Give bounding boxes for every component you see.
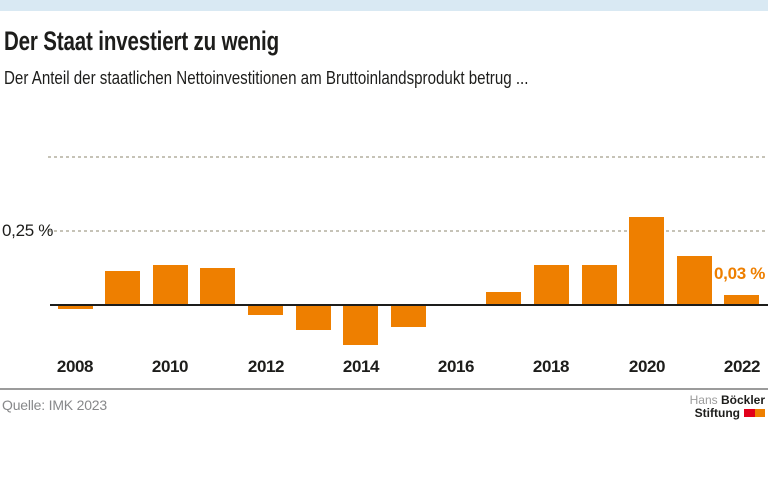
logo-flag-orange xyxy=(754,409,765,417)
bar-2019 xyxy=(582,265,617,304)
x-tick-2022: 2022 xyxy=(723,357,761,376)
bar-2008 xyxy=(58,306,93,309)
x-tick-2020: 2020 xyxy=(628,357,666,376)
logo-flag-icon xyxy=(744,409,765,417)
x-tick-2018: 2018 xyxy=(532,357,570,376)
value-annotation: 0,03 % xyxy=(714,264,766,283)
logo-stiftung: Stiftung xyxy=(694,406,740,420)
x-tick-2010: 2010 xyxy=(151,357,189,376)
logo-flag-red xyxy=(744,409,755,417)
page-subtitle: Der Anteil der staatlichen Nettoinvestit… xyxy=(4,68,529,88)
logo-hans: Hans xyxy=(689,393,718,407)
x-tick-2014: 2014 xyxy=(342,357,380,376)
x-tick-2012: 2012 xyxy=(247,357,285,376)
bar-2022 xyxy=(724,295,759,304)
bar-2014 xyxy=(343,306,378,345)
gridline-0.25 xyxy=(48,230,768,232)
page-title: Der Staat investiert zu wenig xyxy=(4,26,279,56)
logo-line-2: Stiftung xyxy=(690,407,765,420)
bar-2020 xyxy=(629,217,664,304)
zero-axis-line xyxy=(50,304,768,306)
bar-2018 xyxy=(534,265,569,304)
bar-2012 xyxy=(248,306,283,315)
top-accent-bar xyxy=(0,0,768,11)
bar-2010 xyxy=(153,265,188,304)
source-note: Quelle: IMK 2023 xyxy=(2,397,107,413)
bar-2015 xyxy=(391,306,426,327)
bar-2011 xyxy=(200,268,235,304)
gridline-0.5 xyxy=(48,156,768,158)
y-axis-tick-label: 0,25 % xyxy=(2,221,54,240)
hans-boeckler-stiftung-logo: Hans Böckler Stiftung xyxy=(690,394,765,420)
bar-2013 xyxy=(296,306,331,330)
bar-2021 xyxy=(677,256,712,304)
x-tick-2016: 2016 xyxy=(437,357,475,376)
x-tick-2008: 2008 xyxy=(56,357,94,376)
bar-2009 xyxy=(105,271,140,304)
logo-line-1: Hans Böckler xyxy=(690,394,765,407)
footer-divider xyxy=(0,388,768,390)
logo-boeckler: Böckler xyxy=(720,393,765,407)
bar-2017 xyxy=(486,292,521,304)
